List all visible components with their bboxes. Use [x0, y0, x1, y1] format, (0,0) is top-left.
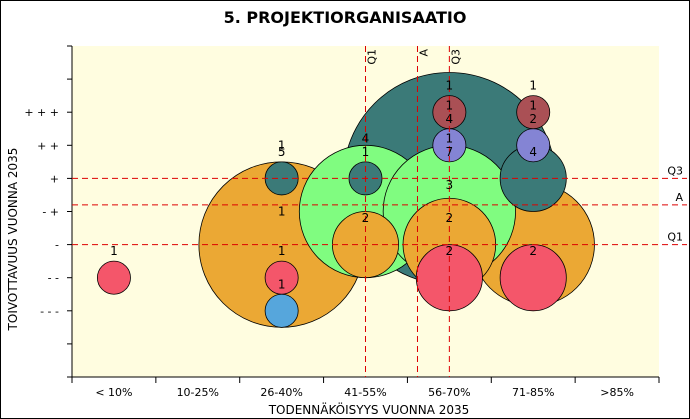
bubble-count-label: 1	[446, 99, 454, 113]
bubble-count-label: 1	[446, 79, 454, 93]
vertical-reference-label: A	[417, 49, 430, 57]
x-tick-label: < 10%	[95, 386, 132, 399]
x-tick-label: 26-40%	[260, 386, 302, 399]
bubble-count-label: 2	[362, 211, 370, 225]
vertical-reference-label: Q1	[366, 49, 379, 65]
bubble-red	[96, 260, 131, 295]
chart-title: 5. PROJEKTIORGANISAATIO	[224, 8, 467, 27]
bubble-count-label: 1	[278, 138, 286, 152]
bubble-count-label: 4	[529, 145, 537, 159]
y-axis-title: TOIVOTTAVUUS VUONNA 2035	[6, 148, 20, 332]
horizontal-reference-label: A	[675, 191, 683, 204]
bubble-count-label: 1	[278, 277, 286, 291]
bubble-count-label: 4	[362, 132, 370, 146]
y-tick-label: + +	[37, 139, 59, 152]
x-tick-label: 41-55%	[344, 386, 386, 399]
horizontal-reference-label: Q3	[667, 164, 683, 177]
y-tick-label: +	[50, 172, 59, 185]
bubble-count-label: 1	[529, 79, 537, 93]
bubble-count-label: 2	[529, 244, 537, 258]
x-tick-label: 10-25%	[177, 386, 219, 399]
bubble-count-label: 3	[446, 178, 454, 192]
y-tick-label: - -	[48, 272, 59, 285]
bubble-count-label: 1	[278, 204, 286, 218]
bubble-count-label: 2	[446, 244, 454, 258]
bubble-count-label: 1	[529, 99, 537, 113]
x-axis-title: TODENNÄKÖISYYS VUONNA 2035	[268, 401, 470, 417]
bubble-count-label: 5	[278, 145, 286, 159]
x-tick-label: >85%	[600, 386, 634, 399]
bubble-count-label: 7	[446, 145, 454, 159]
bubble-count-label: 2	[446, 211, 454, 225]
bubble-count-label: 1	[362, 145, 370, 159]
x-tick-label: 56-70%	[428, 386, 470, 399]
y-tick-label: -	[55, 239, 59, 252]
y-tick-label: + + +	[24, 106, 59, 119]
vertical-reference-label: Q3	[449, 49, 462, 65]
bubble-count-label: 1	[446, 132, 454, 146]
x-tick-label: 71-85%	[512, 386, 554, 399]
bubble-blue	[264, 293, 299, 328]
bubble-count-label: 2	[529, 112, 537, 126]
horizontal-reference-label: Q1	[667, 231, 683, 244]
bubble-count-label: 1	[278, 244, 286, 258]
y-tick-label: - - -	[40, 305, 59, 318]
bubble-maroon	[516, 95, 551, 130]
bubble-count-label: 4	[446, 112, 454, 126]
bubble-count-label: 1	[110, 244, 118, 258]
y-tick-label: - +	[42, 206, 59, 219]
